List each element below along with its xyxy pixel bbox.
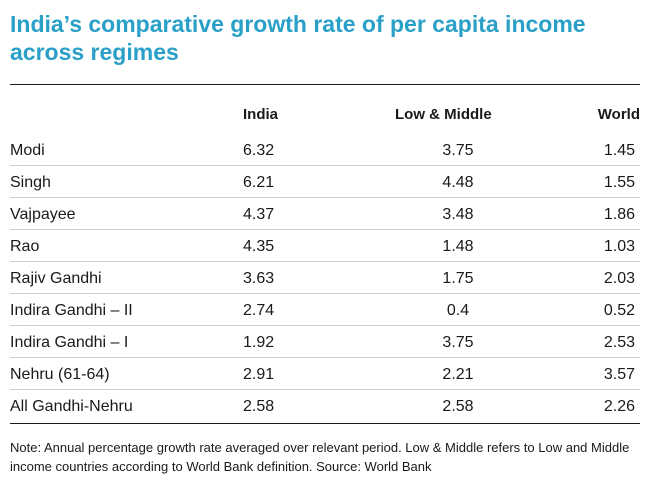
regime-label: Indira Gandhi – II <box>10 302 133 319</box>
world-value: 1.55 <box>603 174 635 191</box>
regime-label: Vajpayee <box>10 206 76 223</box>
world-value: 2.53 <box>603 334 635 351</box>
world-value: 1.45 <box>603 142 635 159</box>
world-value: 1.86 <box>603 206 635 223</box>
regime-label: Rao <box>10 238 40 255</box>
india-value: 6.21 <box>243 174 275 191</box>
low-middle-value: 4.48 <box>442 174 474 191</box>
low-middle-value: 0.4 <box>446 302 470 319</box>
regime-label: Nehru (61-64) <box>10 366 110 383</box>
table-row: Vajpayee 4.37 3.48 1.86 <box>10 198 640 230</box>
regime-label: Rajiv Gandhi <box>10 270 102 287</box>
low-middle-value: 3.75 <box>442 142 474 159</box>
footnote: Note: Annual percentage growth rate aver… <box>10 440 630 474</box>
table-row: Indira Gandhi – I 1.92 3.75 2.53 <box>10 326 640 358</box>
india-value: 2.74 <box>243 302 275 319</box>
world-value: 3.57 <box>603 366 635 383</box>
low-middle-value: 2.58 <box>442 398 474 415</box>
india-value: 2.58 <box>243 398 275 415</box>
india-value: 3.63 <box>243 270 275 287</box>
world-value: 2.26 <box>603 398 635 415</box>
low-middle-value: 3.48 <box>442 206 474 223</box>
regime-label: All Gandhi-Nehru <box>10 398 133 415</box>
india-value: 1.92 <box>243 334 275 351</box>
table-row: Indira Gandhi – II 2.74 0.4 0.52 <box>10 294 640 326</box>
table-body: Modi 6.32 3.75 1.45 Singh 6.21 4.48 1.55 Vajpaye… <box>10 134 640 421</box>
header-world: World <box>597 106 640 123</box>
bottom-rule <box>10 423 640 424</box>
regime-label: Singh <box>10 174 51 191</box>
low-middle-value: 2.21 <box>442 366 474 383</box>
table-row: Rao 4.35 1.48 1.03 <box>10 230 640 262</box>
india-value: 4.35 <box>243 238 275 255</box>
low-middle-value: 1.75 <box>442 270 474 287</box>
world-value: 2.03 <box>603 270 635 287</box>
chart-title: India’s comparative growth rate of per c… <box>10 11 586 65</box>
india-value: 4.37 <box>243 206 275 223</box>
table-header: India Low & Middle World <box>10 100 640 130</box>
table-row: Rajiv Gandhi 3.63 1.75 2.03 <box>10 262 640 294</box>
india-value: 2.91 <box>243 366 275 383</box>
top-rule <box>10 84 640 85</box>
header-low-middle: Low & Middle <box>395 106 492 123</box>
world-value: 0.52 <box>603 302 635 319</box>
table-row: Singh 6.21 4.48 1.55 <box>10 166 640 198</box>
low-middle-value: 3.75 <box>442 334 474 351</box>
table-row: All Gandhi-Nehru 2.58 2.58 2.26 <box>10 390 640 421</box>
india-value: 6.32 <box>243 142 275 159</box>
table-row: Nehru (61-64) 2.91 2.21 3.57 <box>10 358 640 390</box>
regime-label: Indira Gandhi – I <box>10 334 129 351</box>
world-value: 1.03 <box>603 238 635 255</box>
low-middle-value: 1.48 <box>442 238 474 255</box>
table-row: Modi 6.32 3.75 1.45 <box>10 134 640 166</box>
header-india: India <box>243 106 279 123</box>
regime-label: Modi <box>10 142 45 159</box>
